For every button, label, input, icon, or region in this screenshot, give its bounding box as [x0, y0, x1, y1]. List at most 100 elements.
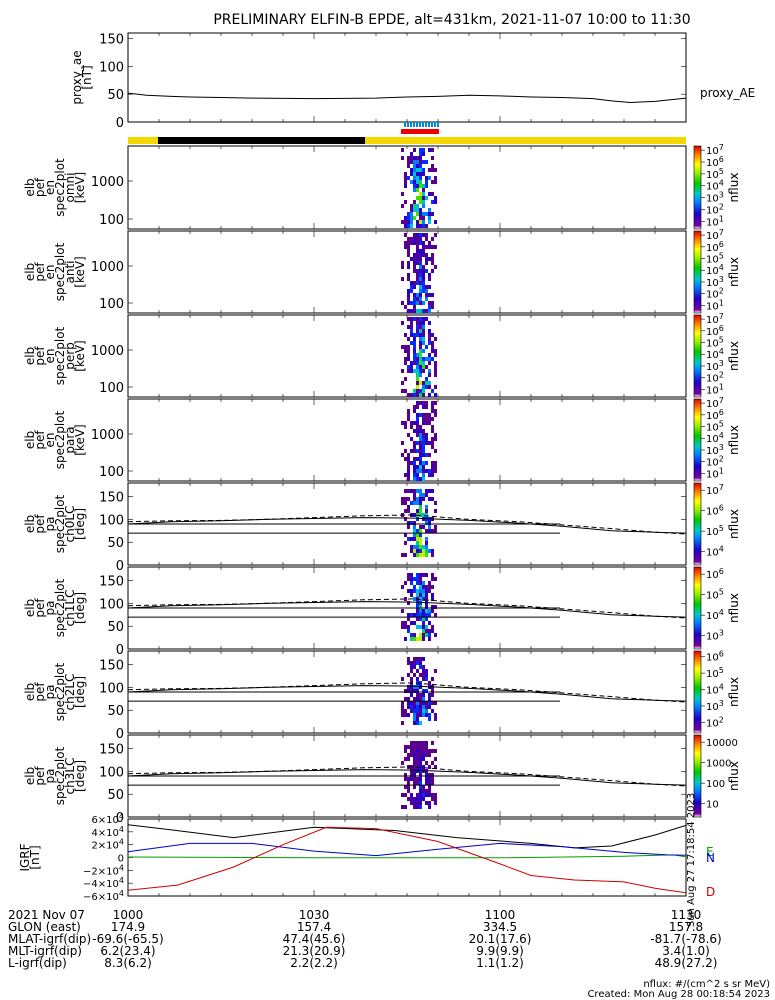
en_omni-ylabel-line: omni: [63, 173, 77, 203]
en_para-spectrum-pixel: [404, 473, 407, 477]
en_para-spectrum-pixel: [413, 441, 416, 445]
pa_ch0-spectrum-pixel: [419, 489, 422, 493]
pa_ch1-spectrum-pixel: [407, 629, 410, 633]
en_anti-spectrum-pixel: [422, 253, 425, 257]
en_anti-spectrum-pixel: [425, 253, 428, 257]
igrf-legend-N: N: [706, 851, 715, 865]
pa_ch0-spectrum-pixel: [413, 513, 416, 517]
pa_ch2-spectrum-pixel: [407, 673, 410, 677]
pa_ch3-spectrum-pixel: [410, 753, 413, 757]
footer-row-label: 2021 Nov 07: [8, 908, 85, 922]
en_para-spectrum-pixel: [407, 461, 410, 465]
en_para-spectrum-pixel: [413, 473, 416, 477]
en_perp-spectrum-pixel: [419, 393, 422, 397]
footer-value: 3.4(1.0): [662, 944, 710, 958]
pa_ch3-spectrum-pixel: [404, 773, 407, 777]
en_omni-spectrum-pixel: [425, 180, 428, 184]
pa_ch3-spectrum-pixel: [401, 761, 404, 765]
pa_ch2-spectrum-pixel: [422, 713, 425, 717]
science-zone-blue: [425, 122, 427, 127]
pa_ch1-spectrum-pixel: [416, 609, 419, 613]
colorbar-pa_ch3: [693, 734, 702, 818]
en_para-spectrum-pixel: [422, 433, 425, 437]
en_anti-spectrum-pixel: [419, 289, 422, 293]
en_perp-spectrum-pixel: [425, 365, 428, 369]
colorbar-tick-label: 105: [706, 588, 724, 602]
en_perp-spectrum-pixel: [407, 353, 410, 357]
pa_ch1-spectrum-pixel: [419, 609, 422, 613]
en_para-spectrum-pixel: [407, 433, 410, 437]
pa_ch1-ylabel-line: [deg]: [73, 592, 87, 624]
en_para-spectrum-pixel: [434, 449, 437, 453]
en_perp-spectrum-pixel: [422, 321, 425, 325]
pa_ch1-ylabel-line: elb: [23, 599, 37, 617]
pa_ch3-spectrum-pixel: [407, 797, 410, 801]
pa_ch0-spectrum-pixel: [407, 505, 410, 509]
en_omni-spectrum-pixel: [431, 212, 434, 216]
en_omni-spectrum-pixel: [416, 160, 419, 164]
pa_ch0-spectrum-pixel: [413, 525, 416, 529]
y-tick-label: 50: [107, 536, 124, 551]
pa_ch0-spectrum-pixel: [410, 521, 413, 525]
en_omni-spectrum-pixel: [419, 152, 422, 156]
pa_ch3-spectrum-pixel: [413, 805, 416, 809]
en_omni-spectrum-pixel: [413, 172, 416, 176]
pa_ch3-spectrum-pixel: [422, 797, 425, 801]
en_para-spectrum-pixel: [416, 429, 419, 433]
pa_ch2-spectrum-pixel: [401, 721, 404, 725]
pa_ch0-spectrum-pixel: [401, 553, 404, 557]
en_anti-spectrum-pixel: [416, 241, 419, 245]
pa_ch1-spectrum-pixel: [401, 585, 404, 589]
footer-created: Created: Mon Aug 28 00:18:54 2023: [587, 989, 770, 1000]
pa_ch0-spectrum-pixel: [407, 537, 410, 541]
pa_ch1-spectrum-pixel: [416, 601, 419, 605]
pa_ch3-spectrum-pixel: [413, 749, 416, 753]
en_para-spectrum-pixel: [431, 409, 434, 413]
igrf-N-line: [127, 842, 687, 857]
en_perp-spectrum-pixel: [428, 333, 431, 337]
pa_ch1-spectrum-pixel: [431, 577, 434, 581]
pa_ch0-spectrum-pixel: [419, 509, 422, 513]
en_anti-spectrum-pixel: [404, 233, 407, 237]
pa_ch3-spectrum-pixel: [410, 773, 413, 777]
pa_ch2-spectrum-pixel: [413, 701, 416, 705]
pa_ch1-spectrum-pixel: [410, 581, 413, 585]
pa_ch0-spectrum-pixel: [404, 497, 407, 501]
pa_ch2-ylabel-line: [deg]: [73, 676, 87, 708]
en_para-spectrum-pixel: [422, 465, 425, 469]
en_omni-spectrum-pixel: [401, 220, 404, 224]
en_perp-spectrum-pixel: [404, 345, 407, 349]
pa_ch3-spectrum-pixel: [419, 793, 422, 797]
pa_ch2-spectrum-pixel: [428, 713, 431, 717]
pa_ch3-spectrum-pixel: [419, 801, 422, 805]
pa_ch3-spectrum-pixel: [419, 781, 422, 785]
igrf-ylabel-line: [nT]: [28, 845, 42, 869]
en_para-spectrum-pixel: [425, 441, 428, 445]
en_anti-spectrum-pixel: [422, 273, 425, 277]
pa_ch3-spectrum-pixel: [428, 773, 431, 777]
en_anti-spectrum-pixel: [410, 309, 413, 313]
en_anti-spectrum-pixel: [425, 261, 428, 265]
colorbar-pa_ch0: [693, 482, 702, 566]
en_omni-spectrum-pixel: [425, 212, 428, 216]
en_para-spectrum-pixel: [425, 469, 428, 473]
en_anti-spectrum-pixel: [431, 293, 434, 297]
colorbar-tick-label: 107: [706, 143, 724, 157]
pa_ch2-spectrum-pixel: [416, 693, 419, 697]
en_anti-spectrum-pixel: [416, 301, 419, 305]
pa_ch2-spectrum-pixel: [407, 689, 410, 693]
en_omni-spectrum-pixel: [419, 212, 422, 216]
pa_ch2-spectrum-pixel: [407, 701, 410, 705]
pa_ch2-spectrum-pixel: [422, 709, 425, 713]
en_anti-spectrum-pixel: [422, 245, 425, 249]
en_perp-spectrum-pixel: [419, 321, 422, 325]
pa_ch1-spectrum-pixel: [416, 589, 419, 593]
en_para-spectrum-pixel: [422, 437, 425, 441]
pa_ch0-spectrum-pixel: [413, 545, 416, 549]
pa_ch0-spectrum-pixel: [422, 493, 425, 497]
en_perp-spectrum-pixel: [434, 349, 437, 353]
pa_ch2-spectrum-pixel: [434, 701, 437, 705]
en_para-spectrum-pixel: [407, 417, 410, 421]
en_anti-spectrum-pixel: [416, 257, 419, 261]
en_anti-spectrum-pixel: [413, 293, 416, 297]
